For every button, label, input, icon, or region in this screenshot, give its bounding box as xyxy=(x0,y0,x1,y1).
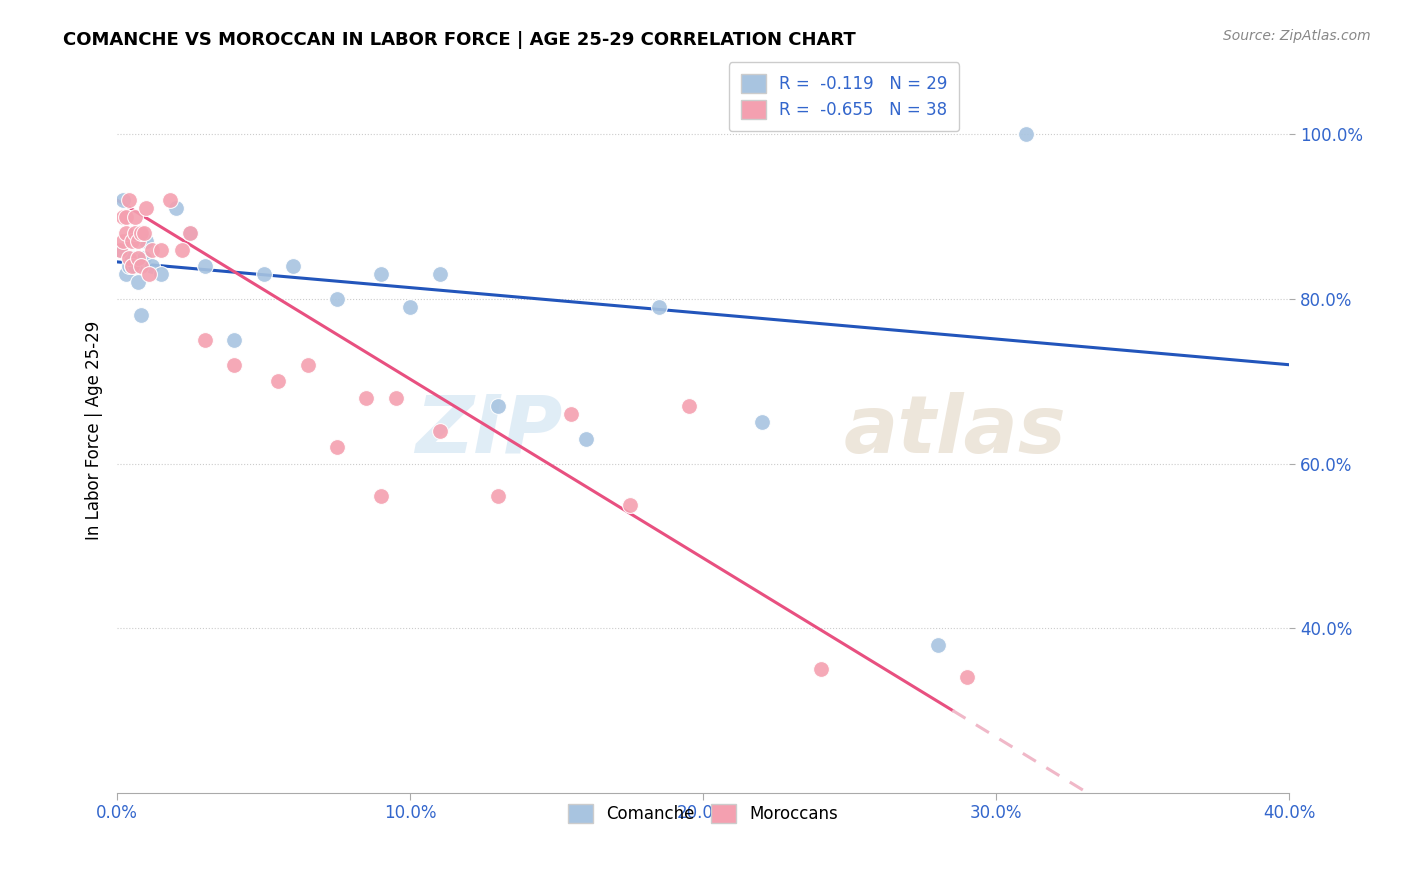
Text: atlas: atlas xyxy=(844,392,1067,469)
Point xyxy=(560,407,582,421)
Point xyxy=(194,259,217,273)
Point xyxy=(159,193,181,207)
Point xyxy=(619,498,641,512)
Point xyxy=(118,251,141,265)
Point xyxy=(121,259,143,273)
Point xyxy=(124,226,146,240)
Y-axis label: In Labor Force | Age 25-29: In Labor Force | Age 25-29 xyxy=(86,321,103,541)
Text: ZIP: ZIP xyxy=(415,392,562,469)
Point xyxy=(399,300,422,314)
Point xyxy=(132,226,155,240)
Point xyxy=(165,202,187,216)
Point xyxy=(224,358,246,372)
Point xyxy=(1015,128,1038,142)
Point xyxy=(384,391,406,405)
Point xyxy=(141,259,163,273)
Point xyxy=(648,300,671,314)
Point xyxy=(150,267,173,281)
Legend: Comanche, Moroccans: Comanche, Moroccans xyxy=(557,792,851,835)
Point xyxy=(129,226,152,240)
Point xyxy=(281,259,304,273)
Point xyxy=(326,440,349,454)
Point xyxy=(115,226,138,240)
Point xyxy=(127,276,149,290)
Point xyxy=(267,374,290,388)
Point xyxy=(127,235,149,249)
Point xyxy=(121,251,143,265)
Text: Source: ZipAtlas.com: Source: ZipAtlas.com xyxy=(1223,29,1371,43)
Point xyxy=(370,267,392,281)
Point xyxy=(115,210,138,224)
Point xyxy=(150,243,173,257)
Point xyxy=(129,259,152,273)
Point xyxy=(141,243,163,257)
Point xyxy=(179,226,201,240)
Point xyxy=(129,309,152,323)
Point xyxy=(194,333,217,347)
Point xyxy=(486,399,509,413)
Point xyxy=(170,243,193,257)
Point xyxy=(108,243,131,257)
Point xyxy=(112,235,135,249)
Point xyxy=(112,210,135,224)
Point xyxy=(124,259,146,273)
Point xyxy=(678,399,700,413)
Point xyxy=(124,210,146,224)
Point xyxy=(429,424,451,438)
Point xyxy=(810,662,832,676)
Point xyxy=(751,415,773,429)
Point xyxy=(253,267,276,281)
Point xyxy=(118,259,141,273)
Point xyxy=(138,267,160,281)
Point xyxy=(297,358,319,372)
Point xyxy=(224,333,246,347)
Point xyxy=(121,259,143,273)
Point xyxy=(486,490,509,504)
Point xyxy=(121,235,143,249)
Point xyxy=(326,292,349,306)
Point xyxy=(370,490,392,504)
Point xyxy=(135,202,157,216)
Point xyxy=(135,235,157,249)
Point xyxy=(356,391,378,405)
Text: COMANCHE VS MOROCCAN IN LABOR FORCE | AGE 25-29 CORRELATION CHART: COMANCHE VS MOROCCAN IN LABOR FORCE | AG… xyxy=(63,31,856,49)
Point xyxy=(118,193,141,207)
Point xyxy=(179,226,201,240)
Point xyxy=(956,670,979,684)
Point xyxy=(127,251,149,265)
Point xyxy=(108,243,131,257)
Point xyxy=(927,638,949,652)
Point xyxy=(429,267,451,281)
Point xyxy=(575,432,598,446)
Point xyxy=(132,251,155,265)
Point xyxy=(115,267,138,281)
Point xyxy=(112,193,135,207)
